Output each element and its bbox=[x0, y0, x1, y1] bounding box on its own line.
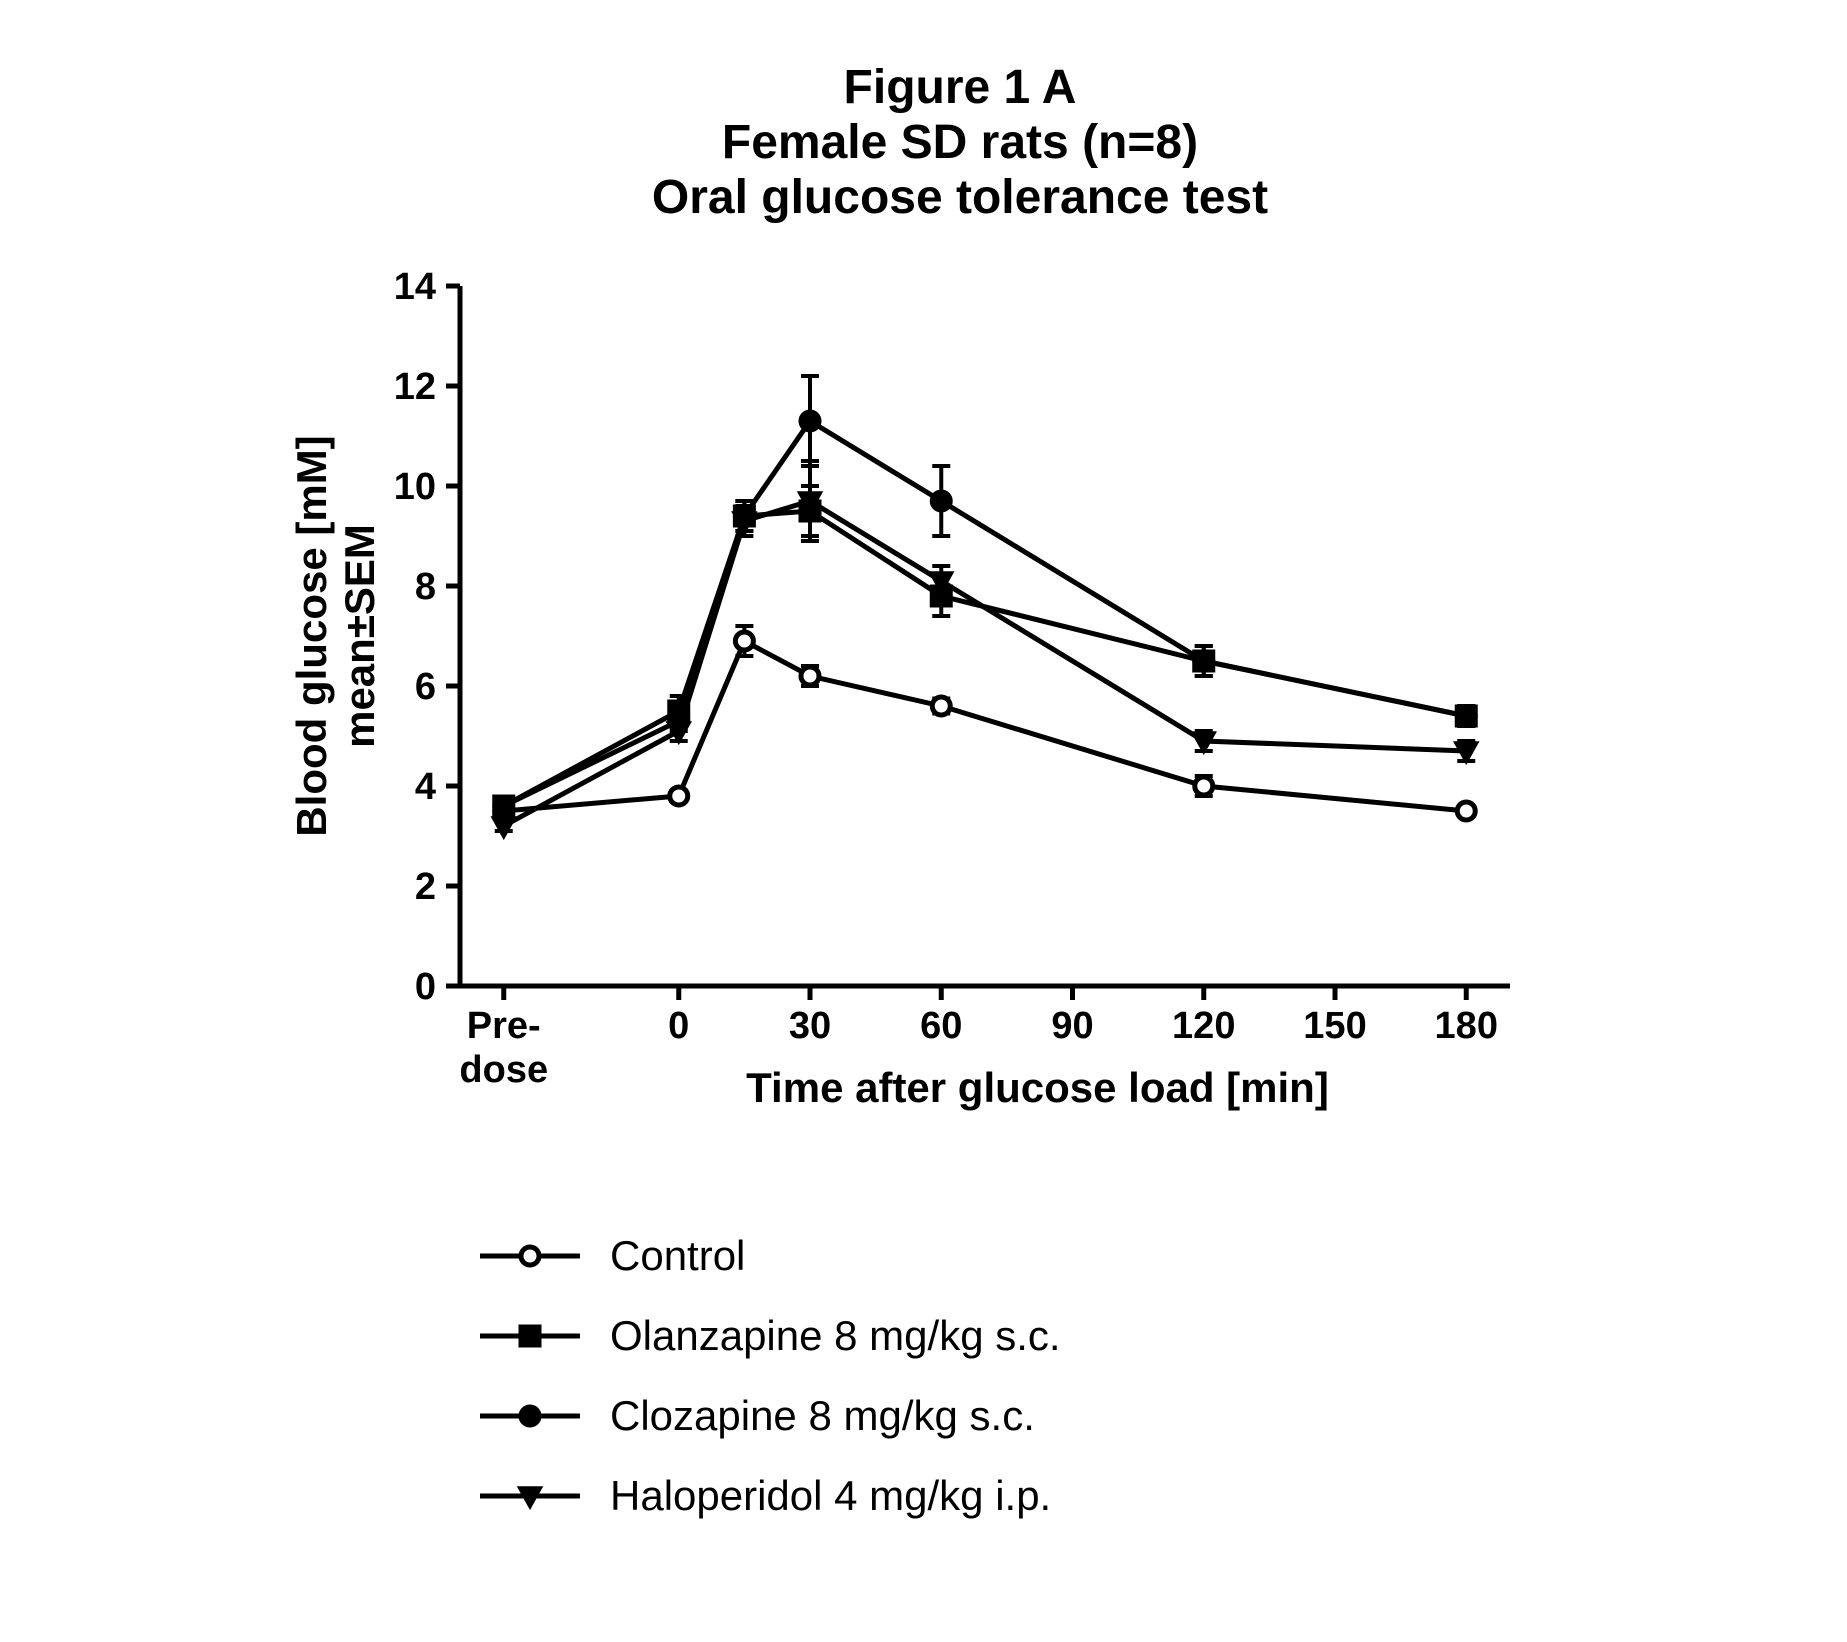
y-tick-label: 0 bbox=[415, 966, 436, 1008]
chart-container: Figure 1 A Female SD rats (n=8) Oral glu… bbox=[260, 60, 1660, 1536]
x-tick-label: 90 bbox=[1051, 1005, 1093, 1047]
y-tick-label: 12 bbox=[394, 366, 436, 408]
plot-area: 0 2 4 6 8 10 12 14 Pre-dose 0 30 60 90 120 150 180 Time … bbox=[260, 256, 1660, 1156]
legend-label: Clozapine 8 mg/kg s.c. bbox=[610, 1392, 1035, 1440]
legend: Control Olanzapine 8 mg/kg s.c. Clozapine … bbox=[470, 1216, 1660, 1536]
legend-key-icon bbox=[470, 1226, 590, 1286]
series-haloperidol bbox=[495, 461, 1476, 835]
series-olanzapine bbox=[495, 486, 1476, 815]
y-axis-label-group: Blood glucose [mM]mean±SEM bbox=[288, 435, 383, 836]
title-line-3: Oral glucose tolerance test bbox=[260, 170, 1660, 225]
legend-item-olanzapine: Olanzapine 8 mg/kg s.c. bbox=[470, 1296, 1660, 1376]
y-tick-label: 4 bbox=[415, 766, 436, 808]
series-line bbox=[504, 511, 1467, 806]
x-tick-label: 180 bbox=[1435, 1005, 1498, 1047]
page: Figure 1 A Female SD rats (n=8) Oral glu… bbox=[0, 0, 1847, 1642]
y-tick-label: 8 bbox=[415, 566, 436, 608]
legend-label: Haloperidol 4 mg/kg i.p. bbox=[610, 1472, 1051, 1520]
title-line-2: Female SD rats (n=8) bbox=[260, 115, 1660, 170]
y-tick-label: 10 bbox=[394, 466, 436, 508]
x-tick-label-2: dose bbox=[459, 1049, 548, 1091]
legend-item-clozapine: Clozapine 8 mg/kg s.c. bbox=[470, 1376, 1660, 1456]
legend-item-control: Control bbox=[470, 1216, 1660, 1296]
x-tick-label: 150 bbox=[1303, 1005, 1366, 1047]
y-tick-label: 6 bbox=[415, 666, 436, 708]
legend-key-icon bbox=[470, 1466, 590, 1526]
x-tick-label: Pre- bbox=[467, 1005, 541, 1047]
legend-key-icon bbox=[470, 1306, 590, 1366]
series-control bbox=[495, 626, 1476, 820]
chart-title: Figure 1 A Female SD rats (n=8) Oral glu… bbox=[260, 60, 1660, 226]
y-axis-label-line1: Blood glucose [mM] bbox=[288, 435, 335, 836]
legend-item-haloperidol: Haloperidol 4 mg/kg i.p. bbox=[470, 1456, 1660, 1536]
x-tick-label: 0 bbox=[668, 1005, 689, 1047]
legend-label: Control bbox=[610, 1232, 745, 1280]
legend-label: Olanzapine 8 mg/kg s.c. bbox=[610, 1312, 1061, 1360]
legend-key-icon bbox=[470, 1386, 590, 1446]
x-tick-label: 60 bbox=[920, 1005, 962, 1047]
title-line-1: Figure 1 A bbox=[260, 60, 1660, 115]
series-line bbox=[504, 501, 1467, 826]
x-axis-label: Time after glucose load [min] bbox=[746, 1064, 1329, 1111]
y-tick-label: 14 bbox=[394, 266, 436, 308]
y-tick-label: 2 bbox=[415, 866, 436, 908]
chart-svg: 0 2 4 6 8 10 12 14 Pre-dose 0 30 60 90 120 150 180 Time … bbox=[260, 256, 1660, 1156]
y-axis-label-line2: mean±SEM bbox=[336, 524, 383, 748]
x-tick-label: 30 bbox=[789, 1005, 831, 1047]
x-tick-label: 120 bbox=[1172, 1005, 1235, 1047]
